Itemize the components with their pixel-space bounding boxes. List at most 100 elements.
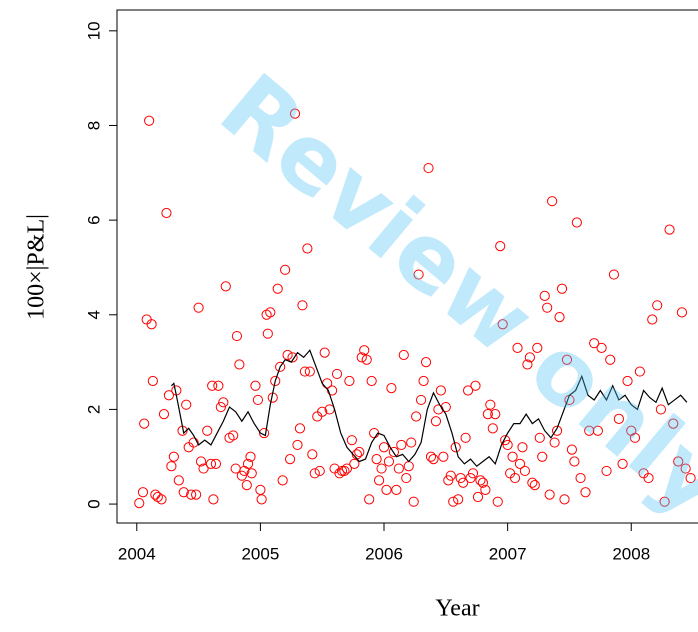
point [470, 380, 481, 391]
point [373, 475, 385, 486]
point [566, 444, 578, 455]
point [393, 463, 404, 474]
point [236, 470, 247, 481]
point [608, 269, 620, 280]
point [472, 491, 484, 503]
point [272, 283, 283, 294]
y-tick-label: 10 [84, 21, 103, 40]
x-tick-label: 2005 [241, 544, 279, 563]
point [554, 312, 565, 323]
point [509, 472, 521, 484]
point [539, 290, 550, 301]
x-axis-label: Year [435, 596, 479, 622]
point [319, 347, 330, 358]
point [366, 375, 377, 387]
point [549, 437, 560, 448]
point [458, 477, 469, 488]
point [259, 427, 270, 439]
point [186, 489, 197, 500]
point [341, 463, 353, 474]
point [178, 487, 189, 498]
point [408, 496, 419, 507]
point [680, 463, 691, 474]
point [495, 241, 506, 252]
y-tick-label: 6 [84, 215, 103, 224]
point [652, 300, 663, 311]
point [371, 454, 382, 465]
point [304, 366, 315, 377]
point [188, 437, 199, 448]
point [561, 354, 573, 365]
point [307, 449, 318, 460]
point [450, 442, 461, 453]
point [502, 439, 513, 451]
point [250, 380, 261, 391]
point [228, 430, 239, 441]
point [589, 338, 600, 349]
point [198, 463, 209, 474]
point [147, 375, 158, 387]
point [284, 454, 296, 465]
point [500, 435, 511, 446]
point [191, 489, 202, 500]
point [361, 354, 372, 365]
point [428, 454, 439, 465]
point [294, 423, 306, 434]
point [207, 380, 218, 391]
point [559, 494, 570, 505]
point [245, 451, 256, 462]
point [435, 385, 446, 396]
point [137, 487, 149, 498]
point [275, 361, 286, 372]
point [514, 458, 526, 469]
point [173, 475, 184, 486]
point [443, 475, 454, 486]
point [202, 425, 213, 436]
point [208, 494, 219, 505]
point [547, 196, 558, 207]
point [156, 494, 167, 505]
y-tick-label: 0 [84, 499, 103, 508]
point [158, 409, 170, 420]
point [344, 375, 355, 387]
point [617, 458, 628, 469]
point [668, 418, 679, 429]
x-tick-label: 2006 [365, 544, 403, 563]
point [453, 494, 464, 505]
point [364, 494, 375, 505]
point [415, 394, 427, 406]
x-tick-label: 2008 [612, 544, 650, 563]
point [144, 115, 155, 126]
point [420, 356, 432, 368]
point [262, 328, 273, 339]
point [403, 461, 414, 472]
point [634, 366, 646, 377]
rolling-line [170, 349, 688, 468]
point [299, 366, 310, 377]
point [596, 342, 607, 353]
y-tick-label: 4 [84, 310, 103, 319]
point [445, 470, 456, 481]
point [193, 302, 204, 313]
point [220, 281, 231, 292]
point [673, 456, 684, 467]
point [398, 349, 409, 361]
point [601, 465, 612, 477]
point [569, 456, 580, 467]
point [378, 442, 390, 453]
point [571, 217, 582, 228]
point [146, 319, 157, 330]
point [542, 302, 553, 313]
point [575, 472, 586, 484]
point [655, 404, 667, 415]
point [270, 375, 281, 387]
point [430, 416, 442, 427]
point [354, 446, 365, 458]
point [346, 435, 357, 446]
point [134, 498, 145, 509]
point [685, 472, 696, 484]
point [309, 468, 320, 479]
point [551, 425, 563, 436]
point [425, 451, 437, 462]
